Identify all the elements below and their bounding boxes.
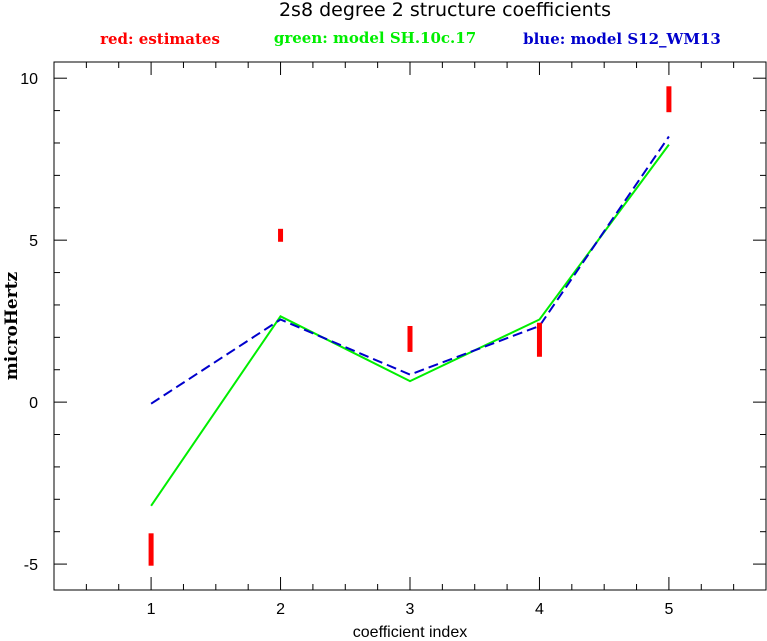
estimate-bar [148,533,154,566]
estimate-bars [148,86,672,566]
x-tick-label: 4 [535,601,544,618]
series-line [150,135,670,405]
estimate-bar [278,228,284,242]
axis-ticks: 1 2 3 4 5 -5 0 5 10 [20,62,766,618]
chart-title: 2s8 degree 2 structure coefficients [279,0,611,21]
estimate-bar [407,326,413,352]
x-tick-label: 3 [406,601,415,618]
data-series [150,135,670,507]
x-tick-label: 2 [276,601,285,618]
legend-green-model: green: model SH.10c.17 [274,29,476,47]
legend-estimates: red: estimates [100,30,220,48]
y-tick-label: 5 [29,233,38,250]
series-line [150,144,670,507]
y-tick-label: -5 [24,557,38,574]
y-axis-label: microHertz [2,271,22,380]
y-tick-label: 0 [29,395,38,412]
estimate-bar [536,322,542,357]
x-tick-label: 5 [664,601,673,618]
y-tick-label: 10 [20,71,38,88]
estimate-bar [666,86,672,113]
x-axis-label: coefficient index [353,624,467,641]
legend-blue-model: blue: model S12_WM13 [523,30,721,48]
x-tick-label: 1 [147,601,156,618]
